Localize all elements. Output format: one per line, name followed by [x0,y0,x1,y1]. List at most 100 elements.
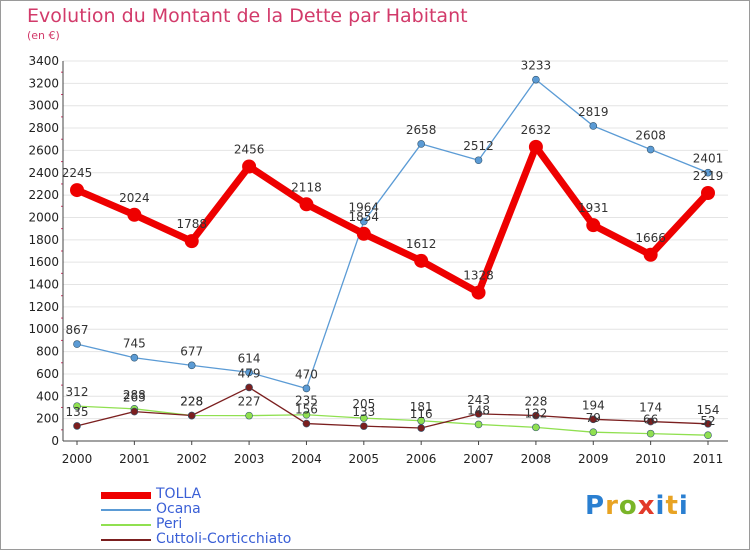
data-point [184,234,199,249]
data-label: 174 [639,401,662,415]
legend-item: TOLLA [101,486,361,502]
data-label: 288 [123,388,146,402]
data-point [589,415,598,424]
y-tick-label: 1000 [28,322,59,336]
x-tick-label: 2005 [349,452,380,466]
data-point [356,226,371,241]
y-tick-label: 2600 [28,143,59,157]
data-label: 1612 [406,237,437,251]
x-tick-label: 2009 [578,452,609,466]
data-label: 116 [410,407,433,421]
data-label: 66 [643,413,658,427]
chart-title: Evolution du Montant de la Dette par Hab… [27,5,468,27]
data-label: 227 [238,395,261,409]
y-tick-label: 1600 [28,255,59,269]
x-tick-label: 2000 [62,452,93,466]
series-line-ocana [76,79,709,390]
data-label: 2024 [119,191,150,205]
data-point [532,411,540,420]
data-label: 2401 [693,152,724,166]
x-tick-label: 2010 [635,452,666,466]
data-label: 135 [66,405,89,419]
legend-label: Cuttoli-Corticchiato [156,531,292,547]
data-point [242,159,257,174]
data-label: 52 [700,414,715,428]
data-label: 205 [352,397,375,411]
x-tick-label: 2001 [119,452,150,466]
legend-swatch [101,491,151,499]
data-label: 614 [238,351,261,365]
series-line-tolla [75,143,711,297]
data-label: 745 [123,337,146,351]
y-tick-label: 0 [51,434,59,448]
data-point [471,285,486,300]
data-point [589,428,598,436]
x-tick-label: 2007 [463,452,494,466]
x-tick-label: 2011 [693,452,724,466]
data-label: 243 [467,393,490,407]
data-point [474,420,483,429]
data-label: 2219 [693,169,724,183]
x-tick-label: 2008 [521,452,552,466]
data-label: 122 [524,406,547,420]
data-label: 867 [66,323,89,337]
data-point [646,417,655,426]
series-line-cuttoli-corticchiato [76,386,709,429]
data-label: 148 [467,403,490,417]
data-label: 2456 [234,143,265,157]
data-point [532,75,540,84]
y-tick-label: 200 [36,412,59,426]
data-label: 312 [66,385,89,399]
data-point [245,368,253,377]
y-tick-label: 3000 [28,99,59,113]
data-label: 228 [524,395,547,409]
data-label: 1854 [349,210,380,224]
data-point [130,407,139,416]
data-point [532,423,540,432]
legend-item: Ocana [101,501,361,517]
data-point [130,353,139,362]
data-label: 2608 [635,129,666,143]
data-point [704,419,712,428]
data-point [73,340,81,348]
y-tick-label: 1400 [28,278,59,292]
data-point [360,414,368,422]
y-tick-label: 600 [36,367,59,381]
legend-swatch [101,539,151,541]
data-point [474,156,483,165]
data-point [646,145,655,154]
y-tick-label: 2200 [28,188,59,202]
data-label: 228 [180,395,203,409]
legend-swatch [101,509,151,511]
data-label: 1666 [635,231,666,245]
data-label: 470 [295,367,318,381]
data-label: 1964 [349,200,380,214]
y-tick-label: 2400 [28,166,59,180]
data-label: 2245 [62,166,93,180]
data-point [704,431,712,439]
axes: 0 200 400 600 800 1000 1200 1400 1600 1800 2000 220… [28,54,728,466]
legend: TOLLA Ocana Peri Cuttoli-Corticchiato [101,486,361,547]
data-point [474,410,483,418]
x-tick-label: 2003 [234,452,265,466]
data-label: 2819 [578,105,609,119]
legend-swatch [101,524,151,526]
y-tick-label: 400 [36,389,59,403]
data-point [187,411,196,420]
data-point [414,253,429,268]
data-point [70,183,84,198]
y-tick-label: 2800 [28,121,59,135]
data-label: 2512 [463,139,494,153]
y-tick-label: 800 [36,345,59,359]
data-label: 235 [295,394,318,408]
data-label: 2118 [291,180,322,194]
data-point [302,419,311,428]
y-tick-label: 3400 [28,54,59,68]
data-point [417,424,425,432]
data-point [643,247,658,262]
data-point [73,422,81,430]
y-tick-label: 3200 [28,76,59,90]
x-tick-label: 2004 [291,452,322,466]
